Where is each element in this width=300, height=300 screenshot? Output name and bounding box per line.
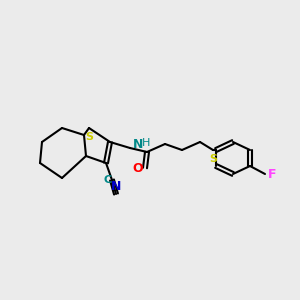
Text: N: N (133, 139, 143, 152)
Text: O: O (133, 161, 143, 175)
Text: S: S (85, 132, 93, 142)
Text: F: F (268, 167, 276, 181)
Text: H: H (142, 138, 150, 148)
Text: S: S (209, 154, 217, 164)
Text: N: N (111, 181, 121, 194)
Text: C: C (104, 175, 112, 185)
